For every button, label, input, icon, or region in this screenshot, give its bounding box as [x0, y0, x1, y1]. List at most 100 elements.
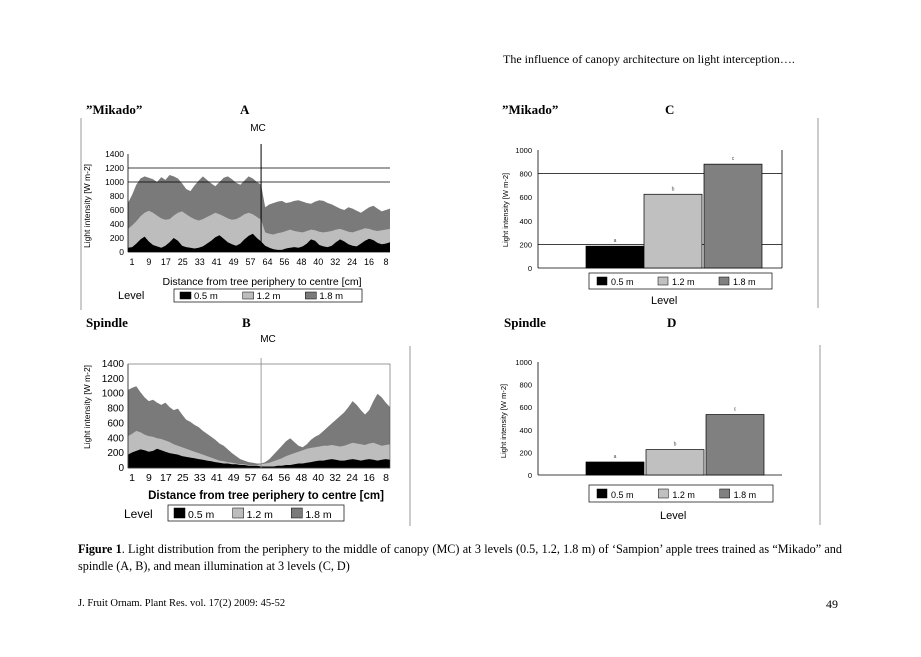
- legend-title: Level: [660, 510, 686, 522]
- ytick-label: 1200: [105, 163, 124, 173]
- panel-a-letter: A: [240, 102, 250, 117]
- ytick-label: 1000: [102, 389, 125, 400]
- a-y-axis-label: Light intensity [W m-2]: [82, 164, 92, 248]
- ytick-label: 400: [519, 426, 532, 435]
- figure-label: Figure 1: [78, 542, 122, 556]
- legend-swatch: [658, 488, 669, 499]
- panel-b-letter: B: [242, 315, 251, 330]
- ytick-label: 400: [519, 217, 532, 226]
- ytick-label: 400: [110, 219, 124, 229]
- chart-a: Light intensity [W m-2] MC 1400120010008…: [80, 118, 390, 310]
- ytick-label: 800: [519, 170, 532, 179]
- ytick-label: 200: [107, 448, 124, 459]
- xtick-label: 9: [146, 257, 151, 267]
- bar-05m: [585, 245, 645, 269]
- bar-12m: [643, 193, 703, 269]
- ytick-label: 1400: [102, 359, 125, 370]
- xtick-label: 49: [228, 472, 240, 484]
- ytick-label: 600: [519, 403, 532, 412]
- xtick-label: 32: [330, 257, 340, 267]
- a-x-axis-label: Distance from tree periphery to centre […: [163, 276, 362, 288]
- legend-label: 1.2 m: [672, 490, 695, 500]
- ytick-label: 1200: [102, 374, 125, 385]
- figure-caption-text: . Light distribution from the periphery …: [78, 542, 842, 573]
- b-mc-label: MC: [260, 334, 276, 345]
- legend-title: Level: [118, 290, 144, 302]
- panel-b-cultivar: Spindle: [86, 315, 128, 330]
- xtick-label: 16: [363, 472, 375, 484]
- legend-swatch: [305, 291, 317, 300]
- ytick-label: 0: [528, 264, 532, 273]
- legend-swatch: [718, 276, 730, 286]
- running-title: The influence of canopy architecture on …: [503, 52, 795, 66]
- figure-caption: Figure 1. Light distribution from the pe…: [78, 541, 842, 575]
- panel-d-letter: D: [667, 315, 677, 330]
- xtick-label: 64: [262, 472, 274, 484]
- ytick-label: 1000: [515, 146, 532, 155]
- xtick-label: 56: [279, 257, 289, 267]
- xtick-label: 17: [160, 472, 172, 484]
- legend-swatch: [596, 488, 608, 499]
- legend-label: 0.5 m: [188, 509, 215, 521]
- significance-letter: b: [672, 186, 675, 192]
- bar-12m: [645, 449, 705, 476]
- legend-swatch: [291, 507, 303, 519]
- bar-18m: [705, 414, 765, 476]
- xtick-label: 33: [195, 257, 205, 267]
- ytick-label: 1000: [105, 177, 124, 187]
- xtick-label: 48: [295, 472, 307, 484]
- b-x-axis-label: Distance from tree periphery to centre […: [148, 490, 384, 502]
- ytick-label: 0: [118, 463, 124, 474]
- ytick-label: 0: [119, 247, 124, 257]
- series-area-12m: [128, 210, 390, 252]
- significance-letter: c: [732, 156, 735, 162]
- xtick-label: 24: [346, 472, 358, 484]
- b-y-axis-label: Light intensity [W m-2]: [82, 365, 92, 449]
- xtick-label: 1: [129, 472, 135, 484]
- significance-letter: a: [614, 238, 617, 244]
- ytick-label: 1400: [105, 149, 124, 159]
- legend-label: 1.8 m: [319, 291, 343, 302]
- xtick-label: 41: [212, 257, 222, 267]
- panel-c-cultivar: ”Mikado”: [502, 102, 559, 117]
- ytick-label: 200: [519, 448, 532, 457]
- c-y-axis-label: Light intensity [W m-2]: [501, 173, 510, 247]
- legend-title: Level: [651, 295, 677, 307]
- xtick-label: 25: [178, 257, 188, 267]
- xtick-label: 57: [246, 257, 256, 267]
- legend-swatch: [242, 291, 254, 300]
- xtick-label: 40: [312, 472, 324, 484]
- journal-citation: J. Fruit Ornam. Plant Res. vol. 17(2) 20…: [78, 598, 286, 609]
- ytick-label: 800: [519, 381, 532, 390]
- xtick-label: 33: [194, 472, 206, 484]
- legend-label: 1.2 m: [672, 277, 695, 287]
- legend-label: 0.5 m: [611, 277, 634, 287]
- chart-d: Light intensity [W m-2] 1000 800 600 400 200…: [499, 345, 821, 525]
- xtick-label: 9: [146, 472, 152, 484]
- xtick-label: 49: [229, 257, 239, 267]
- ytick-label: 800: [107, 404, 124, 415]
- xtick-label: 56: [279, 472, 291, 484]
- ytick-label: 0: [528, 471, 532, 480]
- legend-label: 1.2 m: [247, 509, 274, 521]
- xtick-label: 40: [313, 257, 323, 267]
- legend-swatch: [657, 276, 669, 286]
- ytick-label: 600: [107, 418, 124, 429]
- legend-label: 0.5 m: [194, 291, 218, 302]
- ytick-label: 200: [110, 233, 124, 243]
- legend-label: 1.8 m: [734, 490, 757, 500]
- xtick-label: 48: [296, 257, 306, 267]
- xtick-label: 41: [211, 472, 223, 484]
- plot-frame: [127, 363, 391, 469]
- xtick-label: 16: [364, 257, 374, 267]
- page-number: 49: [826, 597, 838, 611]
- series-area-05m: [128, 448, 390, 468]
- panel-c-letter: C: [665, 102, 675, 117]
- xtick-label: 17: [161, 257, 171, 267]
- legend-swatch: [179, 291, 192, 300]
- significance-letter: c: [734, 407, 737, 413]
- xtick-label: 8: [383, 257, 388, 267]
- legend-swatch: [232, 507, 244, 519]
- significance-letter: b: [674, 442, 677, 448]
- legend-swatch: [596, 276, 608, 286]
